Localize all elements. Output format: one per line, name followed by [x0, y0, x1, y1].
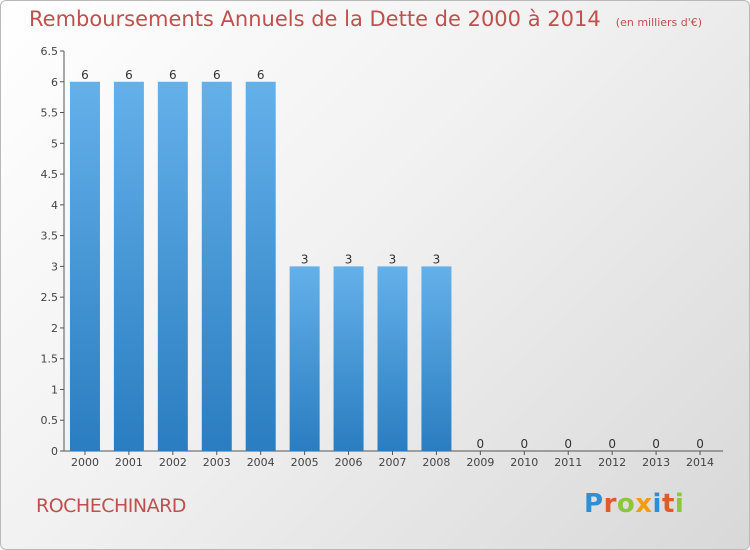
x-tick-label: 2010	[510, 456, 538, 469]
y-tick-label: 2.5	[41, 291, 59, 304]
bar	[113, 81, 144, 452]
y-tick-label: 3	[51, 260, 58, 273]
bar	[201, 81, 232, 452]
y-tick-label: 5.5	[41, 107, 59, 120]
y-tick-label: 1	[51, 383, 58, 396]
y-tick-label: 4	[51, 199, 58, 212]
x-tick-label: 2001	[115, 456, 143, 469]
y-tick-label: 2	[51, 322, 58, 335]
chart-title: Remboursements Annuels de la Dette de 20…	[29, 7, 702, 31]
x-tick-label: 2009	[466, 456, 494, 469]
value-label: 3	[345, 252, 353, 266]
chart-title-main: Remboursements Annuels de la Dette de 20…	[29, 7, 601, 31]
x-tick-label: 2006	[335, 456, 363, 469]
x-tick-label: 2014	[686, 456, 714, 469]
x-tick-label: 2000	[71, 456, 99, 469]
value-label: 0	[477, 437, 485, 451]
value-label: 0	[652, 437, 660, 451]
logo-letter: x	[635, 489, 653, 519]
value-label: 0	[696, 437, 704, 451]
bar	[69, 81, 100, 452]
bar	[157, 81, 188, 452]
value-label: 0	[608, 437, 616, 451]
x-tick-label: 2008	[422, 456, 450, 469]
bar	[377, 266, 408, 451]
logo-letter: r	[603, 489, 617, 519]
y-tick-label: 4.5	[41, 168, 59, 181]
value-label: 0	[564, 437, 572, 451]
logo-letter: t	[661, 489, 675, 519]
logo-letter: i	[652, 489, 662, 519]
x-tick-label: 2007	[379, 456, 407, 469]
x-tick-label: 2003	[203, 456, 231, 469]
y-tick-label: 6	[51, 76, 58, 89]
value-label: 6	[213, 68, 221, 82]
chart-value-labels: 6 6 6 6 6 3 3 3 3 0 0 0 0 0 0	[81, 68, 704, 451]
logo-letter: P	[584, 489, 604, 519]
value-label: 6	[81, 68, 89, 82]
x-tick-label: 2013	[642, 456, 670, 469]
bar	[245, 81, 276, 452]
y-tick-label: 6.5	[41, 45, 59, 58]
x-tick-label: 2012	[598, 456, 626, 469]
bar	[289, 266, 320, 451]
value-label: 3	[389, 252, 397, 266]
logo-letter: o	[616, 489, 636, 519]
chart-bars	[69, 81, 452, 452]
y-tick-label: 0.5	[41, 414, 59, 427]
x-tick-label: 2011	[554, 456, 582, 469]
commune-name: ROCHECHINARD	[36, 495, 186, 517]
value-label: 3	[301, 252, 309, 266]
value-label: 6	[125, 68, 133, 82]
x-tick-label: 2002	[159, 456, 187, 469]
x-tick-label: 2005	[291, 456, 319, 469]
bar	[421, 266, 452, 451]
logo-letter: i	[674, 489, 685, 519]
chart-unit-label: (en milliers d'€)	[615, 16, 703, 29]
value-label: 6	[169, 68, 177, 82]
chart-axes: 0 0.5 1 1.5 2 2.5 3 3.5 4 4.5 5 5.5 6 6.5 2000 2001 2002…	[41, 45, 723, 469]
bar	[333, 266, 364, 451]
value-label: 6	[257, 68, 265, 82]
y-tick-label: 3.5	[41, 230, 59, 243]
value-label: 0	[520, 437, 528, 451]
y-tick-label: 0	[51, 445, 58, 458]
y-tick-label: 1.5	[41, 353, 59, 366]
y-tick-label: 5	[51, 137, 58, 150]
value-label: 3	[433, 252, 441, 266]
proxiti-logo[interactable]: Proxiti	[584, 489, 684, 519]
x-tick-label: 2004	[247, 456, 275, 469]
